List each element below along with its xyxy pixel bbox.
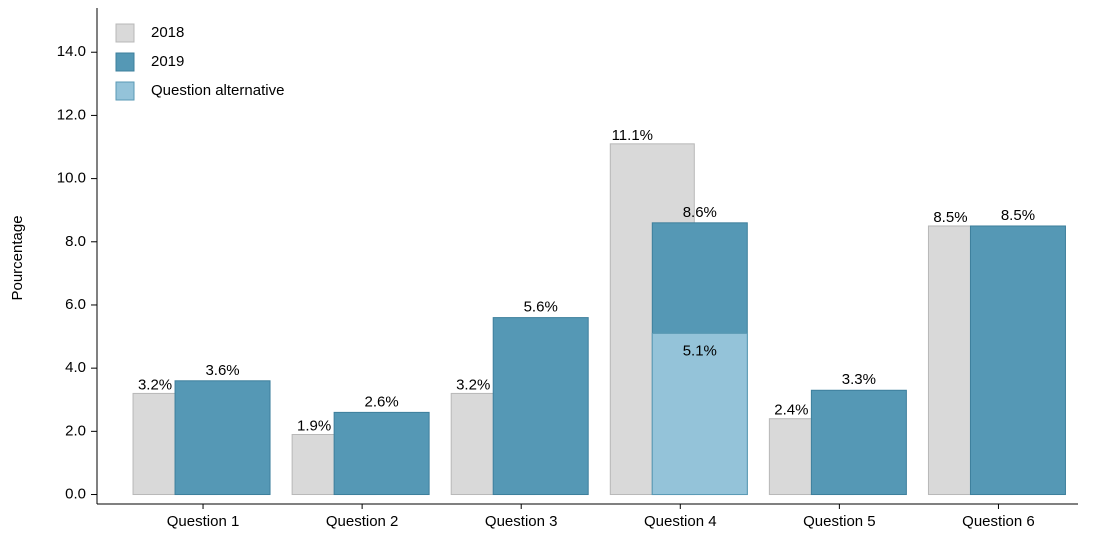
bar — [651, 332, 748, 496]
y-tick-label: 6.0 — [65, 296, 86, 313]
legend-swatch — [115, 52, 135, 72]
value-label: 11.1% — [612, 127, 653, 144]
value-label: 8.5% — [933, 209, 967, 226]
x-tick-label: Question 1 — [167, 513, 240, 530]
legend-swatch — [115, 81, 135, 101]
legend-swatch — [115, 23, 135, 43]
y-tick-label: 4.0 — [65, 359, 86, 376]
y-tick-label: 14.0 — [57, 43, 86, 60]
y-tick-label: 2.0 — [65, 422, 86, 439]
y-tick-label: 10.0 — [57, 170, 86, 187]
bar — [810, 389, 907, 496]
x-tick-label: Question 4 — [644, 513, 717, 530]
y-tick-label: 0.0 — [65, 485, 86, 502]
y-tick-label: 12.0 — [57, 106, 86, 123]
value-label: 8.5% — [1001, 207, 1035, 224]
value-label: 2.6% — [365, 393, 399, 410]
value-label: 1.9% — [297, 417, 331, 434]
y-axis-label: Pourcentage — [9, 215, 26, 300]
bar — [333, 411, 430, 496]
legend-label: 2019 — [151, 53, 184, 70]
value-label: 3.2% — [138, 376, 172, 393]
value-label: 3.6% — [205, 362, 239, 379]
value-label: 5.1% — [683, 342, 717, 359]
value-label: 5.6% — [524, 299, 558, 316]
bar — [969, 225, 1066, 496]
x-tick-label: Question 6 — [962, 513, 1035, 530]
value-label: 2.4% — [774, 402, 808, 419]
x-tick-label: Question 5 — [803, 513, 876, 530]
legend-label: Question alternative — [151, 82, 284, 99]
bar — [174, 380, 271, 496]
value-label: 3.2% — [456, 376, 490, 393]
value-label: 8.6% — [683, 204, 717, 221]
value-label: 3.3% — [842, 371, 876, 388]
legend-label: 2018 — [151, 24, 184, 41]
x-tick-label: Question 3 — [485, 513, 558, 530]
y-tick-label: 8.0 — [65, 233, 86, 250]
bar — [492, 317, 589, 496]
x-tick-label: Question 2 — [326, 513, 399, 530]
